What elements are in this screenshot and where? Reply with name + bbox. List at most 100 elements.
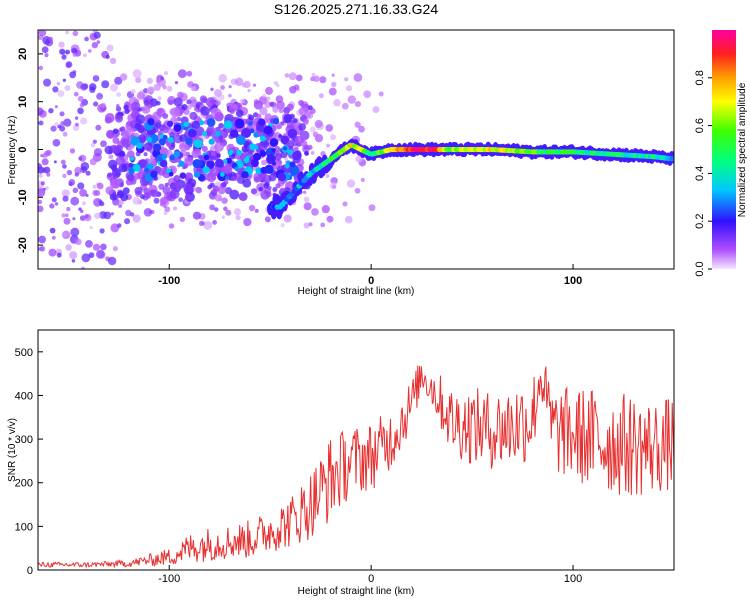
heatmap-cell <box>184 193 192 201</box>
heatmap-cell <box>303 196 310 203</box>
heatmap-cell <box>52 235 56 240</box>
heatmap-cell <box>105 186 114 195</box>
heatmap-cell <box>179 172 187 179</box>
snr-panel: -100 0 100 0 100 200 300 400 500 Height of strai… <box>7 329 675 597</box>
heatmap-cell <box>146 136 153 143</box>
heatmap-cell <box>65 213 69 217</box>
heatmap-cell <box>38 65 44 71</box>
heatmap-cell <box>249 128 255 134</box>
heatmap-cell <box>54 122 59 127</box>
heatmap-cell <box>163 70 169 76</box>
heatmap-cell <box>118 204 123 208</box>
heatmap-cell <box>256 113 262 119</box>
heatmap-cell <box>74 166 82 175</box>
heatmap-cell <box>162 134 168 140</box>
y-tick-label: 0 <box>17 146 29 152</box>
heatmap-cell <box>112 246 118 252</box>
heatmap-cell <box>347 95 357 104</box>
heatmap-cell <box>105 54 110 59</box>
heatmap-cell <box>199 95 208 103</box>
heatmap-cell <box>280 135 290 145</box>
heatmap-cell <box>302 190 307 194</box>
heatmap-cell <box>121 129 132 140</box>
heatmap-cell <box>289 161 296 168</box>
heatmap-cell <box>231 175 237 181</box>
heatmap-cell <box>326 215 334 223</box>
heatmap-cell <box>307 144 313 150</box>
heatmap-cell <box>181 104 188 111</box>
heatmap-cell <box>194 126 205 136</box>
heatmap-cell <box>354 100 362 108</box>
heatmap-cell <box>146 77 154 85</box>
heatmap-cell <box>193 148 202 157</box>
heatmap-cell <box>132 164 141 172</box>
heatmap-cell <box>100 102 106 109</box>
heatmap-cell <box>96 249 105 259</box>
heatmap-cell <box>234 118 245 129</box>
heatmap-cell <box>264 101 272 109</box>
heatmap-cell <box>178 160 185 167</box>
heatmap-cell <box>269 138 279 147</box>
figure-title: S126.2025.271.16.33.G24 <box>274 1 438 17</box>
heatmap-cell <box>114 76 123 85</box>
heatmap-cell <box>203 220 213 230</box>
heatmap-cell <box>354 121 361 128</box>
heatmap-cell <box>280 223 285 228</box>
heatmap-cell <box>41 167 47 173</box>
heatmap-cell <box>148 210 152 214</box>
heatmap-cell <box>318 93 324 99</box>
heatmap-cell <box>241 171 249 179</box>
heatmap-cell <box>170 107 181 118</box>
heatmap-cell <box>292 150 302 161</box>
colorbar-tick-label: 0.6 <box>694 118 706 133</box>
heatmap-cell <box>276 83 280 88</box>
heatmap-cell <box>173 174 181 183</box>
heatmap-cell <box>272 106 279 113</box>
heatmap-cell <box>48 108 54 114</box>
heatmap-cell <box>260 190 270 200</box>
heatmap-cell <box>225 175 230 180</box>
heatmap-cell <box>70 227 80 237</box>
heatmap-cell <box>183 108 190 116</box>
spectrogram-y-axis-label: Frequency (Hz) <box>7 116 18 185</box>
heatmap-cell <box>372 106 380 114</box>
heatmap-cell <box>124 218 131 225</box>
heatmap-cell <box>326 143 331 148</box>
heatmap-cell <box>153 197 160 204</box>
heatmap-cell <box>109 57 117 65</box>
heatmap-cell <box>38 120 44 126</box>
heatmap-cell <box>145 145 152 152</box>
heatmap-cell <box>92 190 99 196</box>
heatmap-cell <box>104 145 114 155</box>
heatmap-cell <box>135 114 146 124</box>
heatmap-cell <box>48 36 53 42</box>
heatmap-cell <box>202 166 210 174</box>
heatmap-cell <box>80 209 84 214</box>
heatmap-cell <box>46 172 51 177</box>
heatmap-cell <box>202 131 208 137</box>
heatmap-cell <box>162 186 171 195</box>
heatmap-cell <box>115 106 122 112</box>
heatmap-cell <box>161 126 169 134</box>
heatmap-cell <box>332 184 336 189</box>
heatmap-cell <box>219 171 225 177</box>
heatmap-cell <box>70 196 80 206</box>
heatmap-cell <box>84 214 89 219</box>
heatmap-cell <box>93 148 103 157</box>
heatmap-cell <box>234 77 244 87</box>
colorbar-ticks: 0.0 0.2 0.4 0.6 0.8 <box>694 70 712 277</box>
heatmap-cell <box>215 100 221 106</box>
heatmap-cell <box>176 116 182 122</box>
heatmap-cell <box>187 104 192 110</box>
x-tick-label: 0 <box>368 573 374 585</box>
heatmap-cell <box>77 182 85 190</box>
heatmap-cell <box>233 208 241 216</box>
heatmap-cell <box>310 151 315 155</box>
heatmap-cell <box>284 157 289 161</box>
heatmap-cell <box>224 187 233 195</box>
heatmap-cell <box>75 238 82 246</box>
heatmap-cell <box>153 83 161 91</box>
heatmap-cell <box>118 199 124 205</box>
y-tick-label: 500 <box>15 347 33 359</box>
